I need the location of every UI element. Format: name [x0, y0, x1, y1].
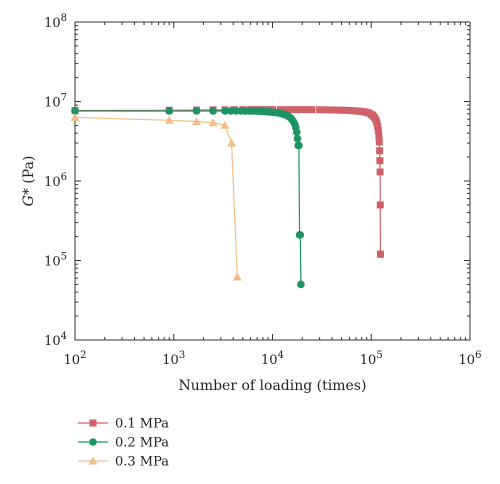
x-tick-label: 102: [64, 350, 87, 368]
legend: 0.1 MPa 0.2 MPa 0.3 MPa: [78, 417, 169, 470]
series-line-triangle: [74, 116, 238, 278]
y-tick-label: 105: [44, 252, 67, 270]
data-point-square: [302, 106, 310, 114]
legend-marker: [89, 438, 97, 446]
data-point-square: [376, 147, 384, 155]
data-point-circle: [293, 134, 302, 143]
series-line-circle: [75, 110, 302, 285]
data-point-circle: [165, 107, 174, 115]
data-point-square: [294, 106, 302, 114]
data-point-square: [375, 132, 383, 140]
data-point-square: [289, 106, 297, 114]
data-point-triangle: [227, 138, 237, 147]
data-point-square: [333, 106, 341, 114]
data-point-circle: [295, 141, 303, 150]
data-point-circle: [209, 107, 217, 115]
x-tick-label: 105: [360, 350, 383, 368]
plot-area: [74, 21, 471, 341]
y-tick-label: 107: [44, 93, 67, 111]
data-point-square: [328, 106, 336, 114]
legend-marker: [88, 456, 98, 465]
legend-item: 0.3 MPa: [78, 455, 169, 470]
data-point-circle: [192, 107, 201, 115]
x-tick-label: 104: [261, 350, 284, 368]
x-tick-label: 103: [162, 350, 185, 368]
y-tick-label: 106: [44, 172, 67, 190]
y-axis-label-symbol: G*: [21, 188, 37, 206]
data-point-square: [342, 106, 350, 114]
data-point-square: [376, 157, 384, 165]
data-point-circle: [297, 280, 305, 289]
legend-marker: [89, 419, 97, 427]
axis-ticks: 102 103 104 105 106 104 105 106 107 108: [44, 13, 481, 368]
data-point-circle: [227, 107, 235, 115]
data-point-square: [374, 122, 382, 130]
series-triangle: [70, 112, 242, 281]
data-point-triangle: [192, 117, 202, 126]
y-axis-label: G* (Pa): [21, 156, 37, 207]
data-point-square: [376, 168, 384, 176]
x-tick-label: 106: [459, 350, 482, 368]
data-point-circle: [292, 128, 301, 137]
series-circle: [71, 107, 305, 289]
data-point-square: [374, 127, 382, 135]
data-point-square: [316, 106, 324, 114]
plot-frame: [74, 21, 471, 341]
series-layer: [70, 106, 385, 289]
data-point-square: [283, 106, 291, 114]
y-axis-label-unit: (Pa): [21, 156, 37, 189]
data-point-triangle: [220, 120, 230, 129]
data-point-square: [322, 106, 330, 114]
data-point-square: [377, 250, 385, 258]
data-point-square: [376, 201, 384, 209]
data-point-circle: [221, 107, 229, 115]
data-point-square: [308, 106, 316, 114]
x-axis-label: Number of loading (times): [179, 378, 367, 394]
data-point-triangle: [208, 118, 218, 127]
data-point-square: [338, 106, 346, 114]
data-point-triangle: [164, 115, 174, 124]
legend-item: 0.2 MPa: [78, 436, 169, 451]
legend-label: 0.2 MPa: [115, 436, 169, 451]
legend-label: 0.1 MPa: [115, 417, 169, 432]
data-point-triangle: [232, 272, 242, 281]
y-tick-label: 104: [44, 331, 67, 349]
data-point-circle: [71, 107, 79, 115]
data-point-circle: [296, 231, 305, 239]
legend-item: 0.1 MPa: [78, 417, 169, 432]
data-point-triangle: [70, 112, 80, 121]
data-point-square: [298, 106, 306, 114]
data-point-square: [375, 138, 383, 146]
y-tick-label: 108: [44, 13, 67, 31]
legend-label: 0.3 MPa: [115, 455, 169, 470]
